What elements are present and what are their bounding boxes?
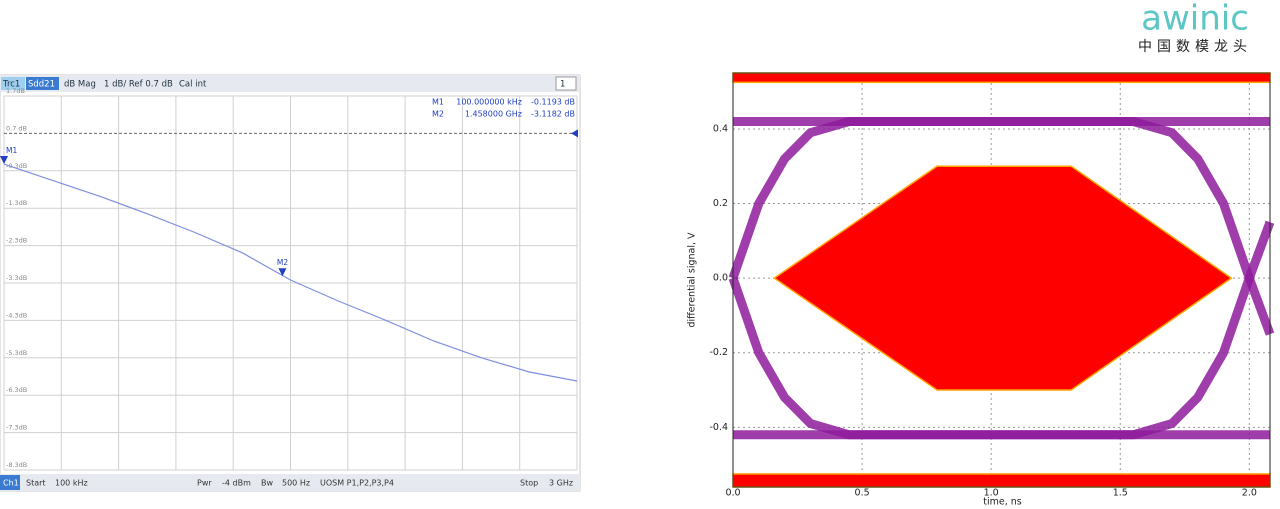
y-tick-label: 0.2 xyxy=(713,198,728,209)
y-tick-label: 0.0 xyxy=(713,273,728,284)
header-tab xyxy=(26,77,59,90)
marker-table-x: 100.000000 kHz xyxy=(456,98,522,107)
x-tick-label: 1.0 xyxy=(984,488,999,499)
marker-table-y: -0.1193 dB xyxy=(531,98,575,107)
header-text: 1 dB/ Ref 0.7 dB xyxy=(104,80,173,90)
marker-table-name: M1 xyxy=(432,98,444,107)
marker-table-x: 1.458000 GHz xyxy=(465,110,522,119)
plot-frame xyxy=(732,72,1271,488)
tagline: 中国数模龙头 xyxy=(1138,39,1252,55)
x-axis-label: time, ns xyxy=(983,497,1022,508)
mask-upper xyxy=(732,72,1271,84)
y-tick-label: 0.7 dB xyxy=(6,124,27,132)
x-tick-label: 2.0 xyxy=(1242,488,1257,499)
footer-tab xyxy=(0,475,20,490)
mask-center xyxy=(772,165,1233,391)
y-tick-label: -2.3dB xyxy=(6,237,27,245)
y-tick-label: -3.3dB xyxy=(6,274,27,282)
marker xyxy=(0,156,9,165)
marker-table-name: M2 xyxy=(432,110,444,119)
y-tick-label: -5.3dB xyxy=(6,349,27,357)
vna-header xyxy=(0,75,580,92)
y-tick-label: -0.2 xyxy=(709,347,728,358)
footer-text: 500 Hz xyxy=(282,479,310,488)
marker xyxy=(278,268,287,277)
y-tick-label: -0.3dB xyxy=(6,162,27,170)
y-tick-label: -4.3dB xyxy=(6,311,27,319)
y-tick-label: -7.3dB xyxy=(6,424,27,432)
brand: awinic xyxy=(1141,0,1249,39)
y-tick-label: 0.4 xyxy=(713,123,728,134)
marker-label: M2 xyxy=(277,258,288,267)
header-text: Sdd21 xyxy=(28,80,55,90)
footer-text: UOSM P1,P2,P3,P4 xyxy=(320,479,394,488)
x-tick-label: 0.0 xyxy=(725,488,740,499)
footer-text: 100 kHz xyxy=(55,479,88,488)
footer-text: -4 dBm xyxy=(222,479,251,488)
header-tab xyxy=(1,77,25,90)
header-text: dB Mag xyxy=(64,80,96,90)
footer-text: 3 GHz xyxy=(549,479,573,488)
footer-text: Start xyxy=(26,479,46,488)
channel-menu xyxy=(555,76,577,91)
y-tick-label: -1.3dB xyxy=(6,199,27,207)
marker-label: M1 xyxy=(6,146,17,155)
x-tick-label: 0.5 xyxy=(855,488,870,499)
header-text: Trc1 xyxy=(2,80,20,90)
footer-text: Stop xyxy=(520,479,538,488)
trace xyxy=(3,163,578,382)
y-tick-label: -8.3dB xyxy=(6,461,27,469)
footer-text: Ch1 xyxy=(3,479,19,488)
y-tick-label: -6.3dB xyxy=(6,386,27,394)
footer-text: Pwr xyxy=(197,479,212,488)
y-tick-label: -0.4 xyxy=(709,422,728,433)
eye-trace xyxy=(728,220,1275,440)
vna-footer xyxy=(0,474,580,491)
x-tick-label: 1.5 xyxy=(1113,488,1128,499)
y-axis-label: differential signal, V xyxy=(687,232,698,328)
channel-menu-text: 1 xyxy=(560,80,565,90)
y-tick-label: 1.7dB xyxy=(6,87,25,95)
marker-table-y: -3.1182 dB xyxy=(531,110,575,119)
header-text: Cal int xyxy=(179,80,207,90)
footer-text: Bw xyxy=(261,479,273,488)
mask-lower xyxy=(732,473,1271,488)
ref-arrow xyxy=(571,129,578,138)
eye-trace xyxy=(728,117,1275,336)
